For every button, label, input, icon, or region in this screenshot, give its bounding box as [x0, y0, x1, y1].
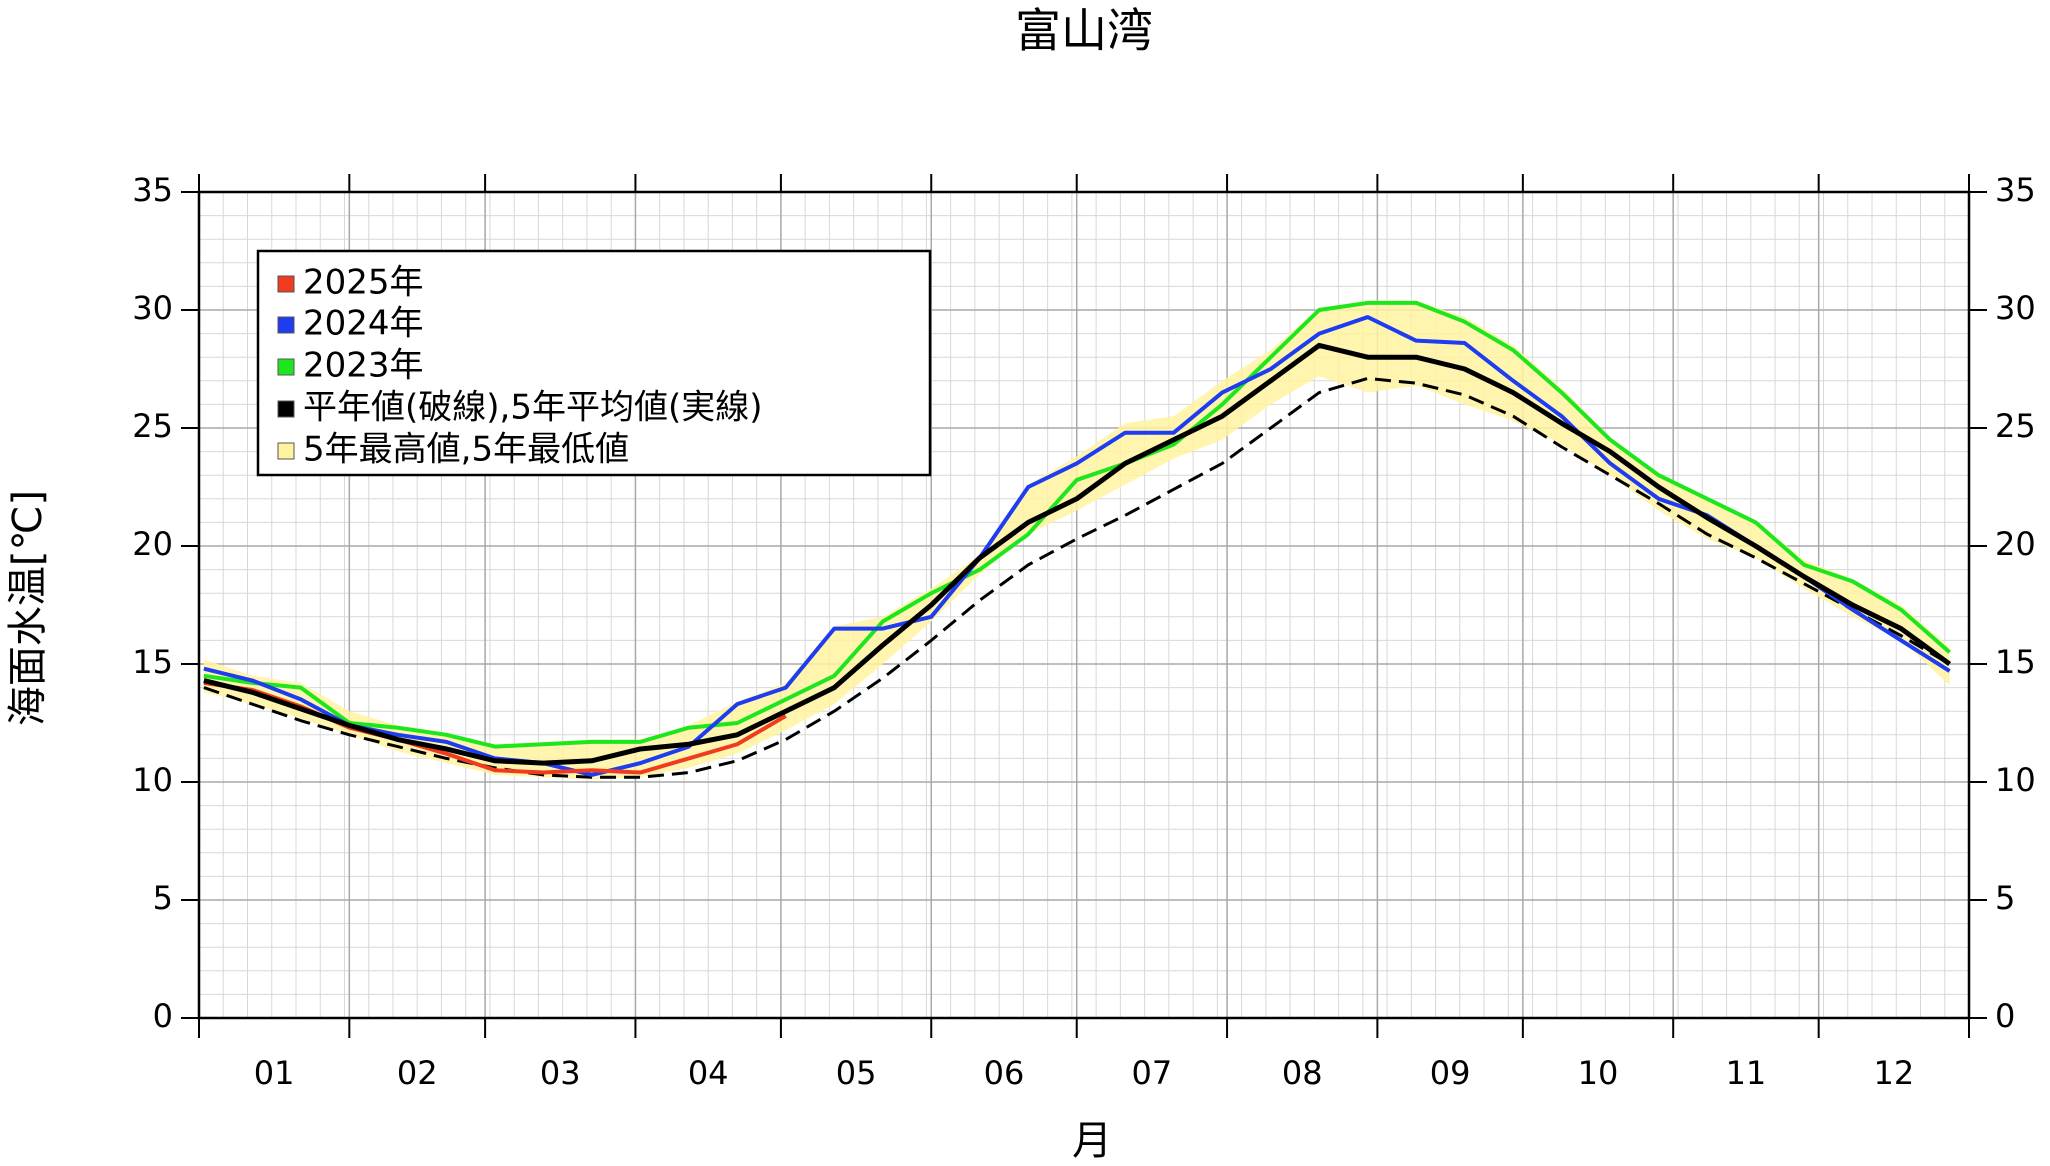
x-tick-label: 06 — [984, 1054, 1025, 1092]
plot-frame — [197, 190, 1971, 1020]
series-line — [203, 300, 1951, 749]
y-tick-label: 20 — [1995, 525, 2036, 563]
series-line — [203, 342, 1952, 766]
x-tick-label: 11 — [1726, 1054, 1767, 1092]
y-tick-label: 25 — [132, 407, 173, 445]
legend-label: 平年値(破線),5年平均値(実線) — [303, 388, 763, 428]
legend-box — [256, 249, 932, 477]
x-tick-label: 08 — [1282, 1054, 1323, 1092]
y-tick-label: 10 — [1995, 761, 2036, 799]
y-tick-label: 30 — [1995, 289, 2036, 327]
y-tick-label: 5 — [153, 879, 173, 917]
legend-swatch — [277, 275, 295, 293]
legend-swatch — [277, 316, 295, 334]
legend-label: 2025年 — [303, 263, 424, 303]
y-tick-label: 5 — [1995, 879, 2015, 917]
range-band — [203, 300, 1950, 780]
y-tick-label: 30 — [132, 289, 173, 327]
normal-line — [203, 376, 1951, 779]
x-tick-label: 03 — [540, 1054, 581, 1092]
chart-title: 富山湾 — [1015, 4, 1153, 58]
y-axis-label: 海面水温[℃] — [5, 490, 51, 726]
y-tick-label: 35 — [132, 171, 173, 209]
y-tick-label: 0 — [1995, 997, 2015, 1035]
x-tick-label: 10 — [1578, 1054, 1619, 1092]
x-tick-label: 07 — [1132, 1054, 1173, 1092]
y-tick-label: 10 — [132, 761, 173, 799]
y-tick-label: 35 — [1995, 171, 2036, 209]
y-tick-label: 15 — [1995, 643, 2036, 681]
legend-swatch — [277, 358, 295, 376]
legend-swatch — [277, 400, 295, 418]
y-tick-label: 15 — [132, 643, 173, 681]
x-tick-label: 02 — [397, 1054, 438, 1092]
legend-label: 5年最高値,5年最低値 — [303, 430, 629, 470]
legend-label: 2023年 — [303, 346, 424, 386]
x-tick-label: 05 — [836, 1054, 877, 1092]
x-tick-label: 12 — [1873, 1054, 1914, 1092]
x-tick-label: 01 — [254, 1054, 295, 1092]
legend-swatch — [277, 442, 295, 460]
legend-label: 2024年 — [303, 304, 424, 344]
x-tick-label: 04 — [688, 1054, 729, 1092]
y-tick-label: 0 — [153, 997, 173, 1035]
x-axis-label: 月 — [1072, 1118, 1112, 1164]
x-tick-label: 09 — [1430, 1054, 1471, 1092]
y-tick-label: 25 — [1995, 407, 2036, 445]
y-tick-label: 20 — [132, 525, 173, 563]
